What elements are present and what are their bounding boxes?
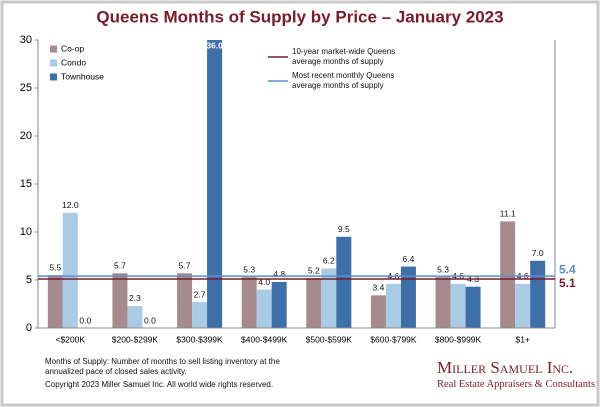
value-label: 4.0 bbox=[258, 277, 270, 287]
bar bbox=[465, 286, 481, 328]
y-tick-label: 25 bbox=[20, 82, 32, 94]
bar bbox=[47, 275, 63, 328]
bar bbox=[400, 266, 416, 328]
value-label: 3.4 bbox=[373, 283, 385, 293]
x-tick-label: $200-$299K bbox=[112, 334, 159, 344]
bar bbox=[435, 277, 451, 328]
bar bbox=[207, 40, 223, 328]
x-tick-label: $400-$499K bbox=[241, 334, 288, 344]
value-label: 9.5 bbox=[338, 224, 350, 234]
bar bbox=[271, 281, 287, 328]
value-label: 5.5 bbox=[49, 262, 61, 272]
y-tick-label: 5 bbox=[26, 274, 32, 286]
bar bbox=[256, 289, 272, 328]
bar bbox=[370, 295, 386, 328]
y-tick-label: 0 bbox=[26, 322, 32, 334]
value-label: 5.2 bbox=[308, 265, 320, 275]
bar bbox=[241, 277, 257, 328]
y-tick-label: 10 bbox=[20, 226, 32, 238]
y-tick-label: 20 bbox=[20, 130, 32, 142]
legend-swatch bbox=[50, 73, 57, 81]
brand: Miller Samuel Inc. bbox=[437, 358, 574, 377]
value-label: 5.3 bbox=[437, 264, 449, 274]
chart-title: Queens Months of Supply by Price – Janua… bbox=[96, 7, 503, 26]
reference-legend-label: Most recent monthly Queens average month… bbox=[292, 71, 395, 90]
bar bbox=[530, 260, 546, 328]
x-tick-label: <$200K bbox=[56, 334, 86, 344]
value-label: 36.0 bbox=[206, 40, 223, 50]
value-label: 0.0 bbox=[144, 315, 156, 325]
reference-value: 5.4 bbox=[559, 262, 576, 276]
y-tick-label: 15 bbox=[20, 178, 32, 190]
legend-label: Condo bbox=[61, 57, 86, 67]
bar bbox=[192, 302, 208, 328]
value-label: 7.0 bbox=[532, 248, 544, 258]
bar bbox=[385, 283, 401, 328]
bar bbox=[62, 212, 78, 328]
bar bbox=[177, 273, 193, 328]
copyright: Copyright 2023 Miller Samuel Inc. All wo… bbox=[45, 380, 274, 389]
value-label: 5.7 bbox=[114, 261, 126, 271]
reference-legend-label: 10-year market-wide Queens average month… bbox=[292, 47, 396, 66]
bar bbox=[306, 278, 322, 328]
x-tick-label: $1+ bbox=[515, 334, 529, 344]
value-label: 4.8 bbox=[273, 269, 285, 279]
x-tick-label: $300-$399K bbox=[176, 334, 223, 344]
bar bbox=[500, 221, 516, 328]
bar bbox=[127, 305, 143, 328]
value-label: 2.7 bbox=[194, 289, 206, 299]
value-label: 2.3 bbox=[129, 293, 141, 303]
reference-value: 5.1 bbox=[559, 276, 576, 290]
legend-swatch bbox=[50, 59, 57, 67]
value-label: 6.2 bbox=[323, 256, 335, 266]
x-tick-label: $500-$599K bbox=[306, 334, 353, 344]
bar bbox=[450, 283, 466, 328]
bar bbox=[515, 283, 531, 328]
value-label: 12.0 bbox=[62, 200, 79, 210]
footnote: Months of Supply: Number of months to se… bbox=[45, 357, 280, 376]
bar bbox=[336, 236, 352, 328]
x-tick-label: $600-$799K bbox=[370, 334, 417, 344]
legend-label: Townhouse bbox=[61, 71, 104, 81]
value-label: 0.0 bbox=[79, 315, 91, 325]
bar bbox=[321, 268, 337, 328]
legend-swatch bbox=[50, 45, 57, 53]
legend-label: Co-op bbox=[61, 43, 84, 53]
value-label: 5.3 bbox=[243, 264, 255, 274]
value-label: 11.1 bbox=[500, 209, 516, 219]
tagline: Real Estate Appraisers & Consultants bbox=[437, 379, 596, 390]
value-label: 5.7 bbox=[179, 261, 191, 271]
bar bbox=[112, 273, 128, 328]
y-tick-label: 30 bbox=[20, 34, 32, 46]
x-tick-label: $800-$999K bbox=[435, 334, 482, 344]
value-label: 6.4 bbox=[403, 254, 415, 264]
